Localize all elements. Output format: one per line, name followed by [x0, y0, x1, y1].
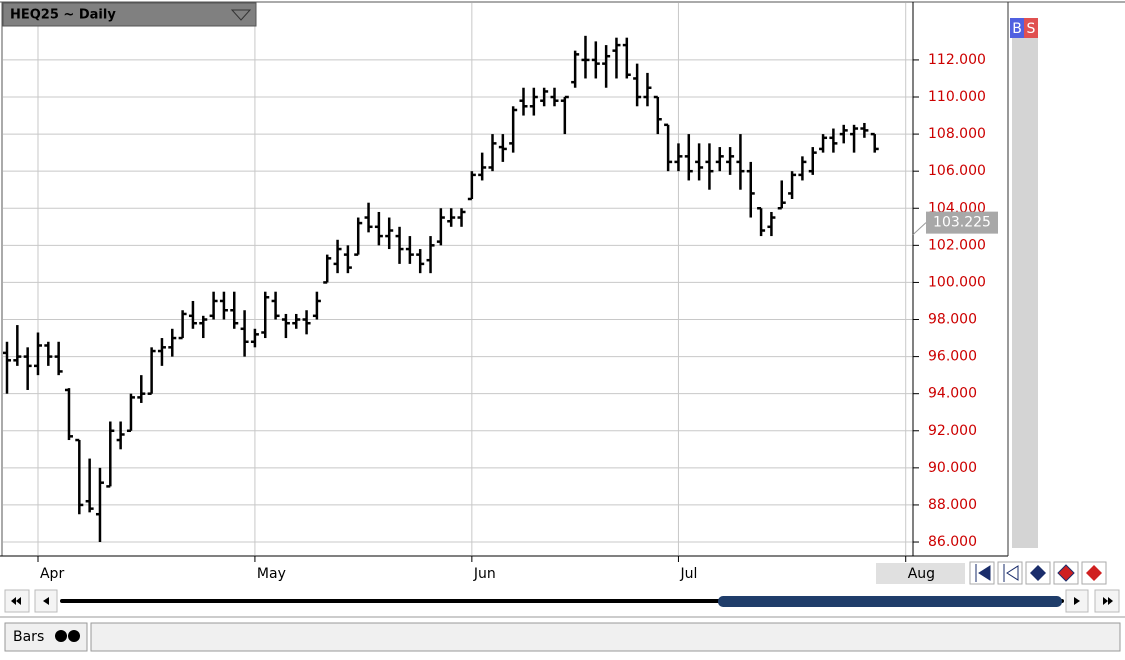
buy-label[interactable]: B: [1012, 21, 1022, 37]
y-tick-label: 88.000: [928, 497, 977, 513]
icon: [1057, 564, 1075, 582]
y-tick-label: 96.000: [928, 349, 977, 365]
x-tick-label: Apr: [40, 566, 64, 582]
x-tick-label: May: [257, 566, 286, 582]
y-tick-label: 98.000: [928, 312, 977, 328]
y-tick-label: 86.000: [928, 534, 977, 550]
bars-tab-label[interactable]: Bars: [13, 629, 44, 645]
side-strip: [1012, 38, 1038, 548]
icon: [975, 564, 991, 582]
y-tick-label: 110.000: [928, 89, 986, 105]
time-axis: Apr May Jun Jul Aug: [37, 556, 965, 584]
label-highlight: [876, 563, 965, 584]
symbol-title[interactable]: HEQ25 ~ Daily: [10, 8, 116, 23]
grid: [3, 3, 913, 555]
icon: [1074, 597, 1080, 605]
y-tick-label: 90.000: [928, 460, 977, 476]
y-tick-label: 100.000: [928, 274, 986, 290]
icon: [1030, 565, 1046, 581]
x-tick-label: Jul: [679, 566, 697, 582]
icon: [1103, 597, 1113, 605]
symbol-menu[interactable]: [2, 2, 257, 27]
scroll-thumb[interactable]: [718, 596, 1062, 607]
y-tick-label: 102.000: [928, 237, 986, 253]
icon: [1003, 564, 1019, 582]
last-price-pointer: [912, 222, 927, 235]
x-tick-label: Jun: [473, 566, 496, 582]
sell-label[interactable]: S: [1027, 21, 1036, 37]
toolbar-icons: [969, 561, 1107, 585]
y-tick-label: 92.000: [928, 423, 977, 439]
buy-button[interactable]: [1010, 18, 1024, 38]
status-area: [90, 622, 1121, 652]
scrollbar: [4, 589, 1120, 613]
price-bars: [3, 35, 879, 543]
y-tick-label: 94.000: [928, 386, 977, 402]
last-price-box: [926, 211, 998, 234]
x-tick-label: Aug: [908, 566, 935, 582]
icon: [1086, 565, 1102, 581]
icon: [43, 597, 49, 605]
y-tick-label: 108.000: [928, 126, 986, 142]
last-price: 103.225: [912, 211, 998, 235]
sell-button[interactable]: [1024, 18, 1038, 38]
dropdown-arrow[interactable]: [230, 9, 252, 21]
y-tick-label: 112.000: [928, 52, 986, 68]
tab-icon: [55, 630, 67, 642]
tab-icon: [68, 630, 80, 642]
last-price-label: 103.225: [933, 215, 991, 231]
icon: [11, 597, 21, 605]
y-tick-label: 106.000: [928, 163, 986, 179]
